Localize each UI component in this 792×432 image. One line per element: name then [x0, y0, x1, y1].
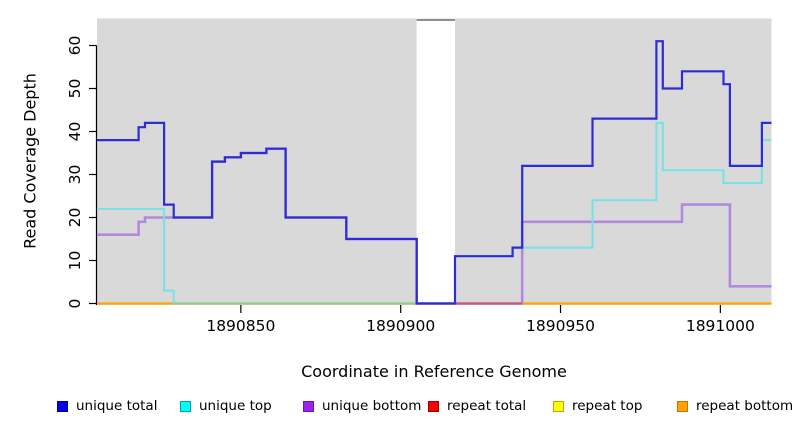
legend-item-repeat-bottom: repeat bottom: [677, 398, 792, 414]
legend: unique total unique top unique bottom re…: [0, 398, 792, 418]
y-tick-label: 60: [66, 36, 84, 56]
legend-swatch-unique-bottom: [303, 400, 314, 412]
legend-swatch-unique-total: [57, 400, 68, 412]
legend-label-repeat-top: repeat top: [572, 398, 643, 414]
legend-swatch-repeat-total: [428, 400, 439, 412]
legend-label-repeat-bottom: repeat bottom: [696, 398, 792, 414]
x-tick-label: 1890900: [366, 317, 435, 335]
legend-label-unique-total: unique total: [76, 398, 158, 414]
legend-swatch-unique-top: [180, 400, 191, 412]
legend-item-unique-top: unique top: [180, 398, 272, 414]
legend-label-unique-top: unique top: [199, 398, 272, 414]
x-axis-title: Coordinate in Reference Genome: [301, 362, 567, 381]
legend-item-unique-total: unique total: [57, 398, 157, 414]
coverage-gap-region: [416, 21, 456, 305]
y-tick-label: 40: [66, 122, 84, 142]
x-tick-label: 1891000: [686, 317, 755, 335]
x-tick-label: 1890950: [526, 317, 595, 335]
y-tick-label: 10: [66, 251, 84, 271]
x-tick-label: 1890850: [206, 317, 275, 335]
series-unique-total: [97, 40, 772, 305]
y-tick-label: 30: [66, 165, 84, 185]
legend-label-repeat-total: repeat total: [447, 398, 527, 414]
legend-item-repeat-top: repeat top: [553, 398, 642, 414]
y-tick-label: 50: [66, 79, 84, 99]
legend-swatch-repeat-top: [553, 400, 564, 412]
y-tick-label: 20: [66, 208, 84, 228]
y-axis-title: Read Coverage Depth: [20, 73, 40, 249]
legend-label-unique-bottom: unique bottom: [322, 398, 422, 414]
y-tick-label: 0: [66, 299, 84, 309]
legend-swatch-repeat-bottom: [677, 400, 688, 412]
series-unique-top: [97, 121, 772, 305]
legend-item-repeat-total: repeat total: [428, 398, 526, 414]
legend-item-unique-bottom: unique bottom: [303, 398, 421, 414]
